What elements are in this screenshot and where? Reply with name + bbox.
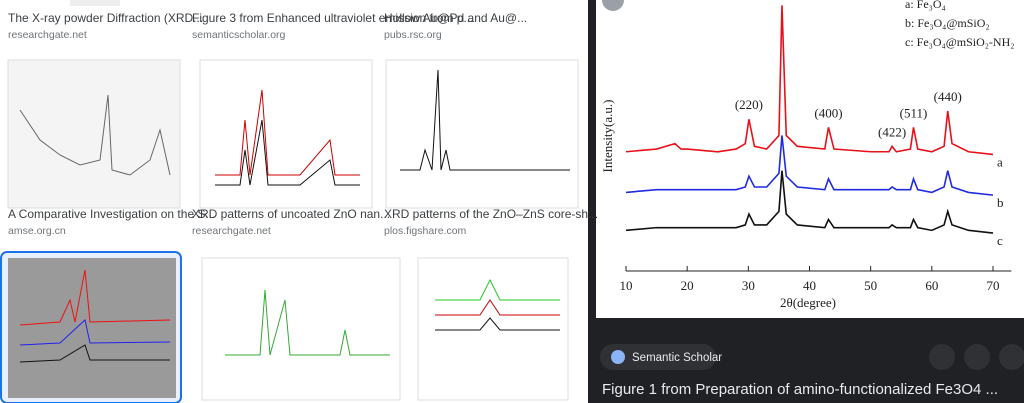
thumb-plot-bg	[8, 258, 176, 398]
result-caption: Figure 3 from Enhanced ultraviolet emiss…	[192, 11, 473, 25]
series-line	[625, 135, 994, 196]
preview-title[interactable]: Figure 1 from Preparation of amino-funct…	[602, 381, 998, 398]
result-source: semanticscholar.org	[192, 29, 286, 41]
result-caption: A Comparative Investigation on the S...	[8, 207, 215, 221]
thumb-edge	[70, 0, 120, 6]
more-button[interactable]	[999, 344, 1024, 370]
peak-label: (440)	[934, 89, 962, 104]
chart: 10 20 30 40 50 60 70 2θ(degree) Intensity(a.u.) a…	[600, 0, 1014, 310]
legend-entry: b: Fe₃O₄@mSiO₂	[905, 16, 990, 30]
thumbnails	[0, 0, 579, 403]
legend-entry: a: Fe₃O₄	[905, 0, 946, 11]
y-axis-label: Intensity(a.u.)	[600, 100, 615, 173]
save-button[interactable]	[964, 344, 990, 370]
result-caption: Hollow Au@Pd and Au@...	[384, 11, 527, 25]
x-tick-label: 20	[681, 278, 694, 293]
x-tick-label: 10	[620, 278, 633, 293]
share-button[interactable]	[929, 344, 955, 370]
peak-label: (511)	[900, 105, 928, 120]
result-source: pubs.rsc.org	[384, 29, 442, 41]
thumb-plot	[19, 269, 171, 326]
x-tick-label: 30	[742, 278, 755, 293]
curve-label: c	[997, 233, 1003, 248]
series-line	[625, 170, 994, 234]
thumb-plot	[400, 69, 570, 171]
thumb-plot	[215, 119, 360, 186]
x-axis-label: 2θ(degree)	[780, 295, 836, 310]
curve-label: b	[997, 195, 1004, 210]
result-source: plos.figshare.com	[384, 225, 467, 237]
thumb-plot	[435, 299, 560, 316]
thumb-plot	[435, 317, 560, 331]
thumbnail[interactable]	[201, 257, 401, 401]
thumbnail[interactable]	[385, 59, 579, 209]
thumb-plot	[225, 289, 390, 356]
close-button[interactable]	[602, 0, 624, 11]
thumb-plot	[215, 89, 360, 176]
peak-label: (422)	[878, 124, 906, 139]
x-tick-label: 60	[925, 278, 938, 293]
peak-label: (220)	[735, 97, 763, 112]
legend-entry: c: Fe₃O₄@mSiO₂-NH₂	[905, 35, 1014, 49]
x-tick-label: 40	[803, 278, 816, 293]
result-source: researchgate.net	[192, 225, 271, 237]
source-name: Semantic Scholar	[632, 352, 722, 364]
thumb-plot	[19, 344, 170, 363]
thumb-plot	[435, 278, 560, 301]
thumb-plot	[19, 319, 171, 346]
thumb-plot	[19, 94, 171, 176]
preview-image[interactable]	[596, 0, 1024, 318]
thumbnail[interactable]	[7, 59, 181, 209]
result-caption: XRD patterns of uncoated ZnO nan...	[192, 207, 390, 221]
series-line	[625, 5, 994, 156]
x-tick-label: 50	[864, 278, 877, 293]
curve-label: a	[997, 154, 1003, 169]
result-caption: XRD patterns of the ZnO–ZnS core-sh...	[384, 207, 598, 221]
result-source: researchgate.net	[8, 29, 87, 41]
source-chip[interactable]	[600, 344, 716, 370]
thumbnail[interactable]	[417, 257, 569, 401]
result-caption: The X-ray powder Diffraction (XRD...	[8, 11, 203, 25]
x-tick-label: 70	[987, 278, 1000, 293]
peak-label: (400)	[814, 105, 842, 120]
thumbnail[interactable]	[199, 59, 373, 209]
result-source: amse.org.cn	[8, 225, 66, 237]
